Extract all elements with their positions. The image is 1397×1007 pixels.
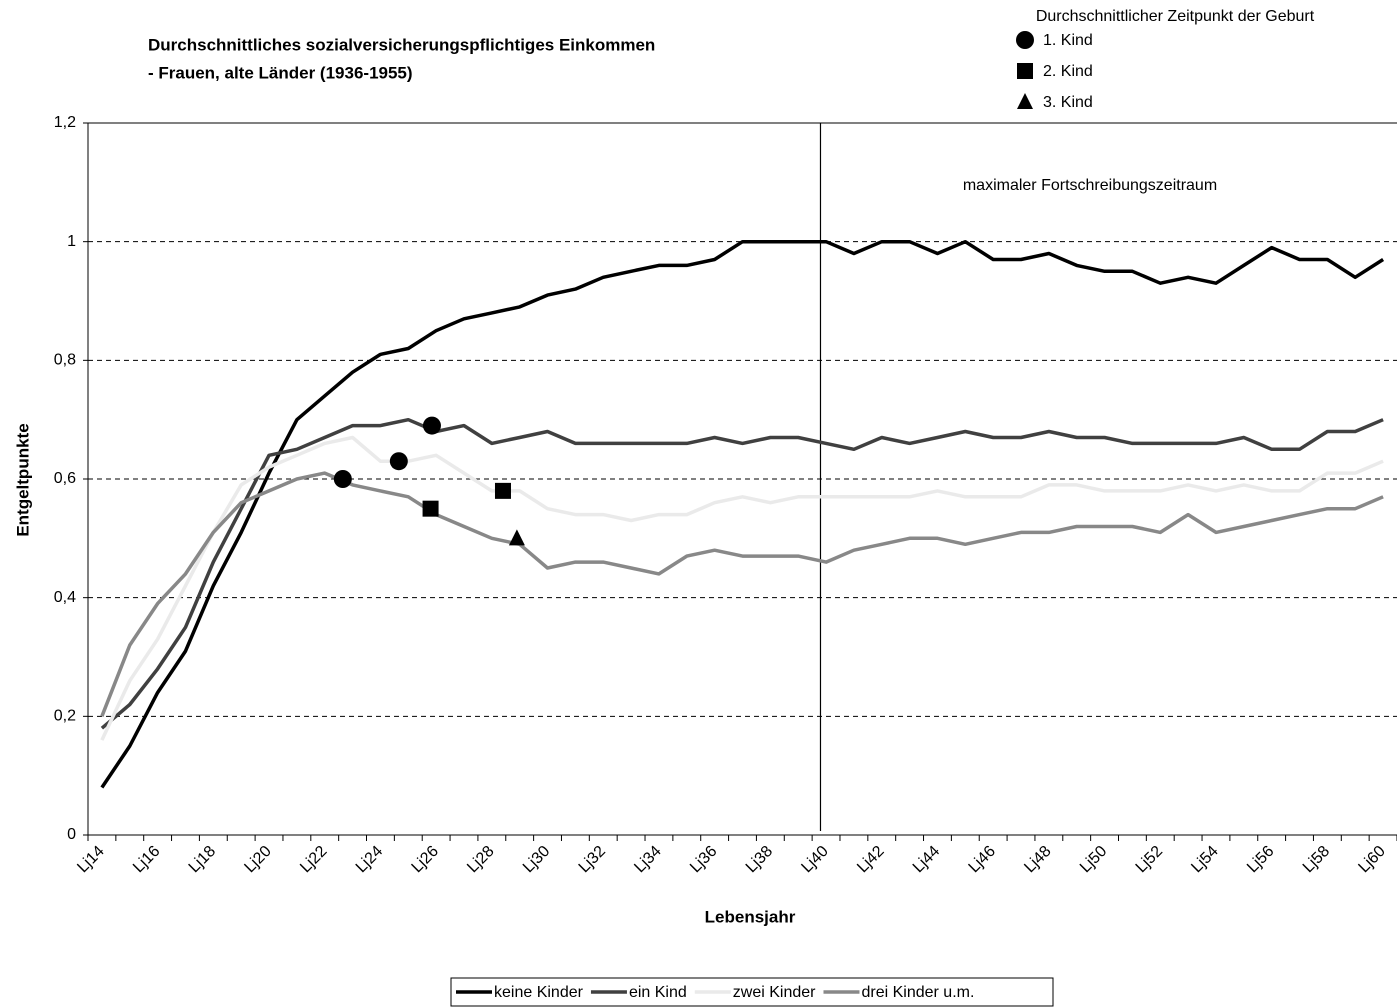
legend-label: keine Kinder: [494, 984, 584, 1001]
x-tick-label: Lj28: [464, 843, 497, 876]
x-tick-label: Lj52: [1133, 843, 1166, 876]
birth-marker: [422, 500, 439, 517]
series-line: [100, 471, 1384, 717]
y-tick-label: 0,2: [54, 708, 76, 725]
x-tick-label: Lj60: [1355, 843, 1388, 876]
x-tick-label: Lj40: [798, 843, 831, 876]
x-axis-label: Lebensjahr: [705, 907, 796, 926]
birth-marker: [422, 416, 441, 435]
marker-legend-label: 3. Kind: [1043, 94, 1093, 111]
x-tick-label: Lj50: [1077, 843, 1110, 876]
marker-legend-title: Durchschnittlicher Zeitpunkt der Geburt: [1036, 8, 1315, 25]
marker-legend-label: 1. Kind: [1043, 32, 1093, 49]
legend-label: drei Kinder u.m.: [861, 984, 974, 1001]
x-tick-label: Lj26: [409, 843, 442, 876]
y-tick-label: 0,4: [54, 589, 76, 606]
x-tick-label: Lj56: [1244, 843, 1277, 876]
x-tick-label: Lj58: [1300, 843, 1333, 876]
x-tick-label: Lj20: [241, 843, 274, 876]
x-tick-label: Lj34: [631, 843, 664, 876]
marker-legend-label: 2. Kind: [1043, 63, 1093, 80]
y-tick-label: 1,2: [54, 114, 76, 131]
y-tick-label: 0,8: [54, 352, 76, 369]
legend-box: [450, 977, 1054, 1007]
annotation: maximaler Fortschreibungszeitraum: [963, 177, 1217, 194]
legend-label: zwei Kinder: [733, 984, 816, 1001]
birth-marker: [494, 482, 511, 499]
chart-subtitle: - Frauen, alte Länder (1936-1955): [148, 63, 413, 82]
series-line: [100, 435, 1384, 741]
x-tick-label: Lj16: [130, 843, 163, 876]
marker-legend-symbol: [1017, 63, 1033, 79]
y-tick-label: 0: [67, 826, 76, 843]
x-tick-label: Lj42: [854, 843, 887, 876]
x-tick-label: Lj48: [1021, 843, 1054, 876]
x-tick-label: Lj24: [353, 843, 386, 876]
y-tick-label: 1: [67, 233, 76, 250]
x-tick-label: Lj36: [687, 843, 720, 876]
x-tick-label: Lj32: [576, 843, 609, 876]
x-tick-label: Lj44: [910, 843, 943, 876]
x-tick-label: Lj54: [1188, 843, 1221, 876]
legend-label: ein Kind: [629, 984, 687, 1001]
marker-legend-symbol: [1017, 93, 1033, 109]
birth-marker: [389, 452, 408, 471]
y-axis-label: Entgeltpunkte: [13, 423, 32, 536]
x-tick-label: Lj30: [520, 843, 553, 876]
x-tick-label: Lj22: [297, 843, 330, 876]
birth-marker: [333, 470, 352, 488]
y-tick-label: 0,6: [54, 470, 76, 487]
marker-legend-symbol: [1016, 31, 1034, 49]
series-line: [100, 417, 1384, 730]
series-line: [100, 239, 1385, 789]
x-tick-label: Lj14: [74, 843, 107, 876]
birth-marker: [508, 529, 525, 546]
x-tick-label: Lj38: [743, 843, 776, 876]
chart-title: Durchschnittliches sozialversicherungspf…: [148, 35, 655, 54]
x-tick-label: Lj46: [966, 843, 999, 876]
x-tick-label: Lj18: [186, 843, 219, 876]
